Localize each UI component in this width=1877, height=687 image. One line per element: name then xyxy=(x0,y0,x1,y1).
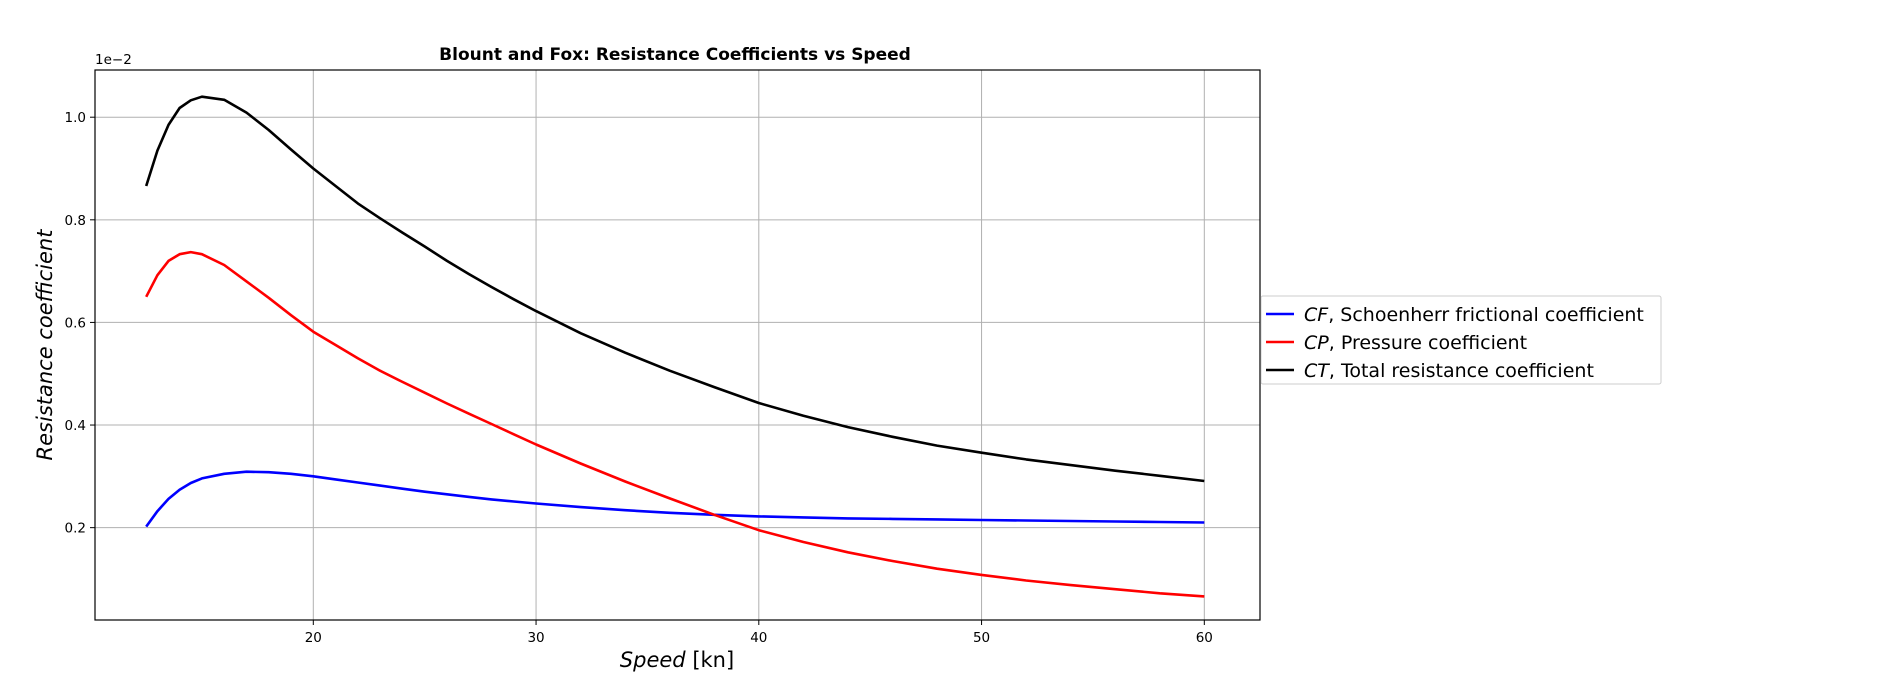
y-tick-label: 0.8 xyxy=(65,213,86,229)
x-axis-label-unit: [kn] xyxy=(686,648,735,672)
legend-entry-ct: CT, Total resistance coefficient xyxy=(1304,360,1594,382)
y-tick-labels: 0.2 0.4 0.6 0.8 1.0 xyxy=(65,110,95,537)
series-line-ct xyxy=(144,95,1205,483)
x-axis-label-speed: Speed xyxy=(620,648,687,672)
legend-name: Total resistance coefficient xyxy=(1340,360,1594,382)
y-axis-label: Resistance coefficient xyxy=(33,229,57,461)
grid xyxy=(95,70,1260,620)
x-tick-label: 60 xyxy=(1196,630,1213,646)
y-tick-label: 0.2 xyxy=(65,521,86,537)
legend-name: Schoenherr frictional coefficient xyxy=(1340,304,1644,326)
series-lines xyxy=(144,95,1205,598)
x-axis-label: Speed [kn] xyxy=(620,648,734,672)
legend-box xyxy=(1260,295,1662,385)
y-multiplier-label: 1e−2 xyxy=(95,52,132,68)
legend-entry-cp: CP, Pressure coefficient xyxy=(1304,332,1527,354)
series-line-cp xyxy=(145,250,1205,598)
legend: CF, Schoenherr frictional coefficient CP,… xyxy=(1260,295,1662,385)
x-tick-label: 30 xyxy=(527,630,544,646)
y-tick-label: 1.0 xyxy=(65,110,86,126)
x-tick-label: 20 xyxy=(305,630,322,646)
x-tick-label: 50 xyxy=(973,630,990,646)
chart-title: Blount and Fox: Resistance Coefficients … xyxy=(439,45,911,65)
legend-symbol: CF xyxy=(1304,304,1329,326)
legend-symbol: CP xyxy=(1304,332,1329,354)
legend-symbol: CT xyxy=(1304,360,1330,382)
series-line-cf xyxy=(145,470,1205,528)
x-tick-labels: 20 30 40 50 60 xyxy=(305,620,1213,646)
legend-separator: , xyxy=(1329,360,1341,382)
legend-separator: , xyxy=(1328,304,1340,326)
legend-name: Pressure coefficient xyxy=(1341,332,1527,354)
plot-area-frame xyxy=(94,69,1261,621)
y-tick-label: 0.6 xyxy=(65,315,86,331)
x-tick-label: 40 xyxy=(750,630,767,646)
legend-entry-cf: CF, Schoenherr frictional coefficient xyxy=(1304,304,1644,326)
legend-separator: , xyxy=(1329,332,1341,354)
y-tick-label: 0.4 xyxy=(65,418,86,434)
